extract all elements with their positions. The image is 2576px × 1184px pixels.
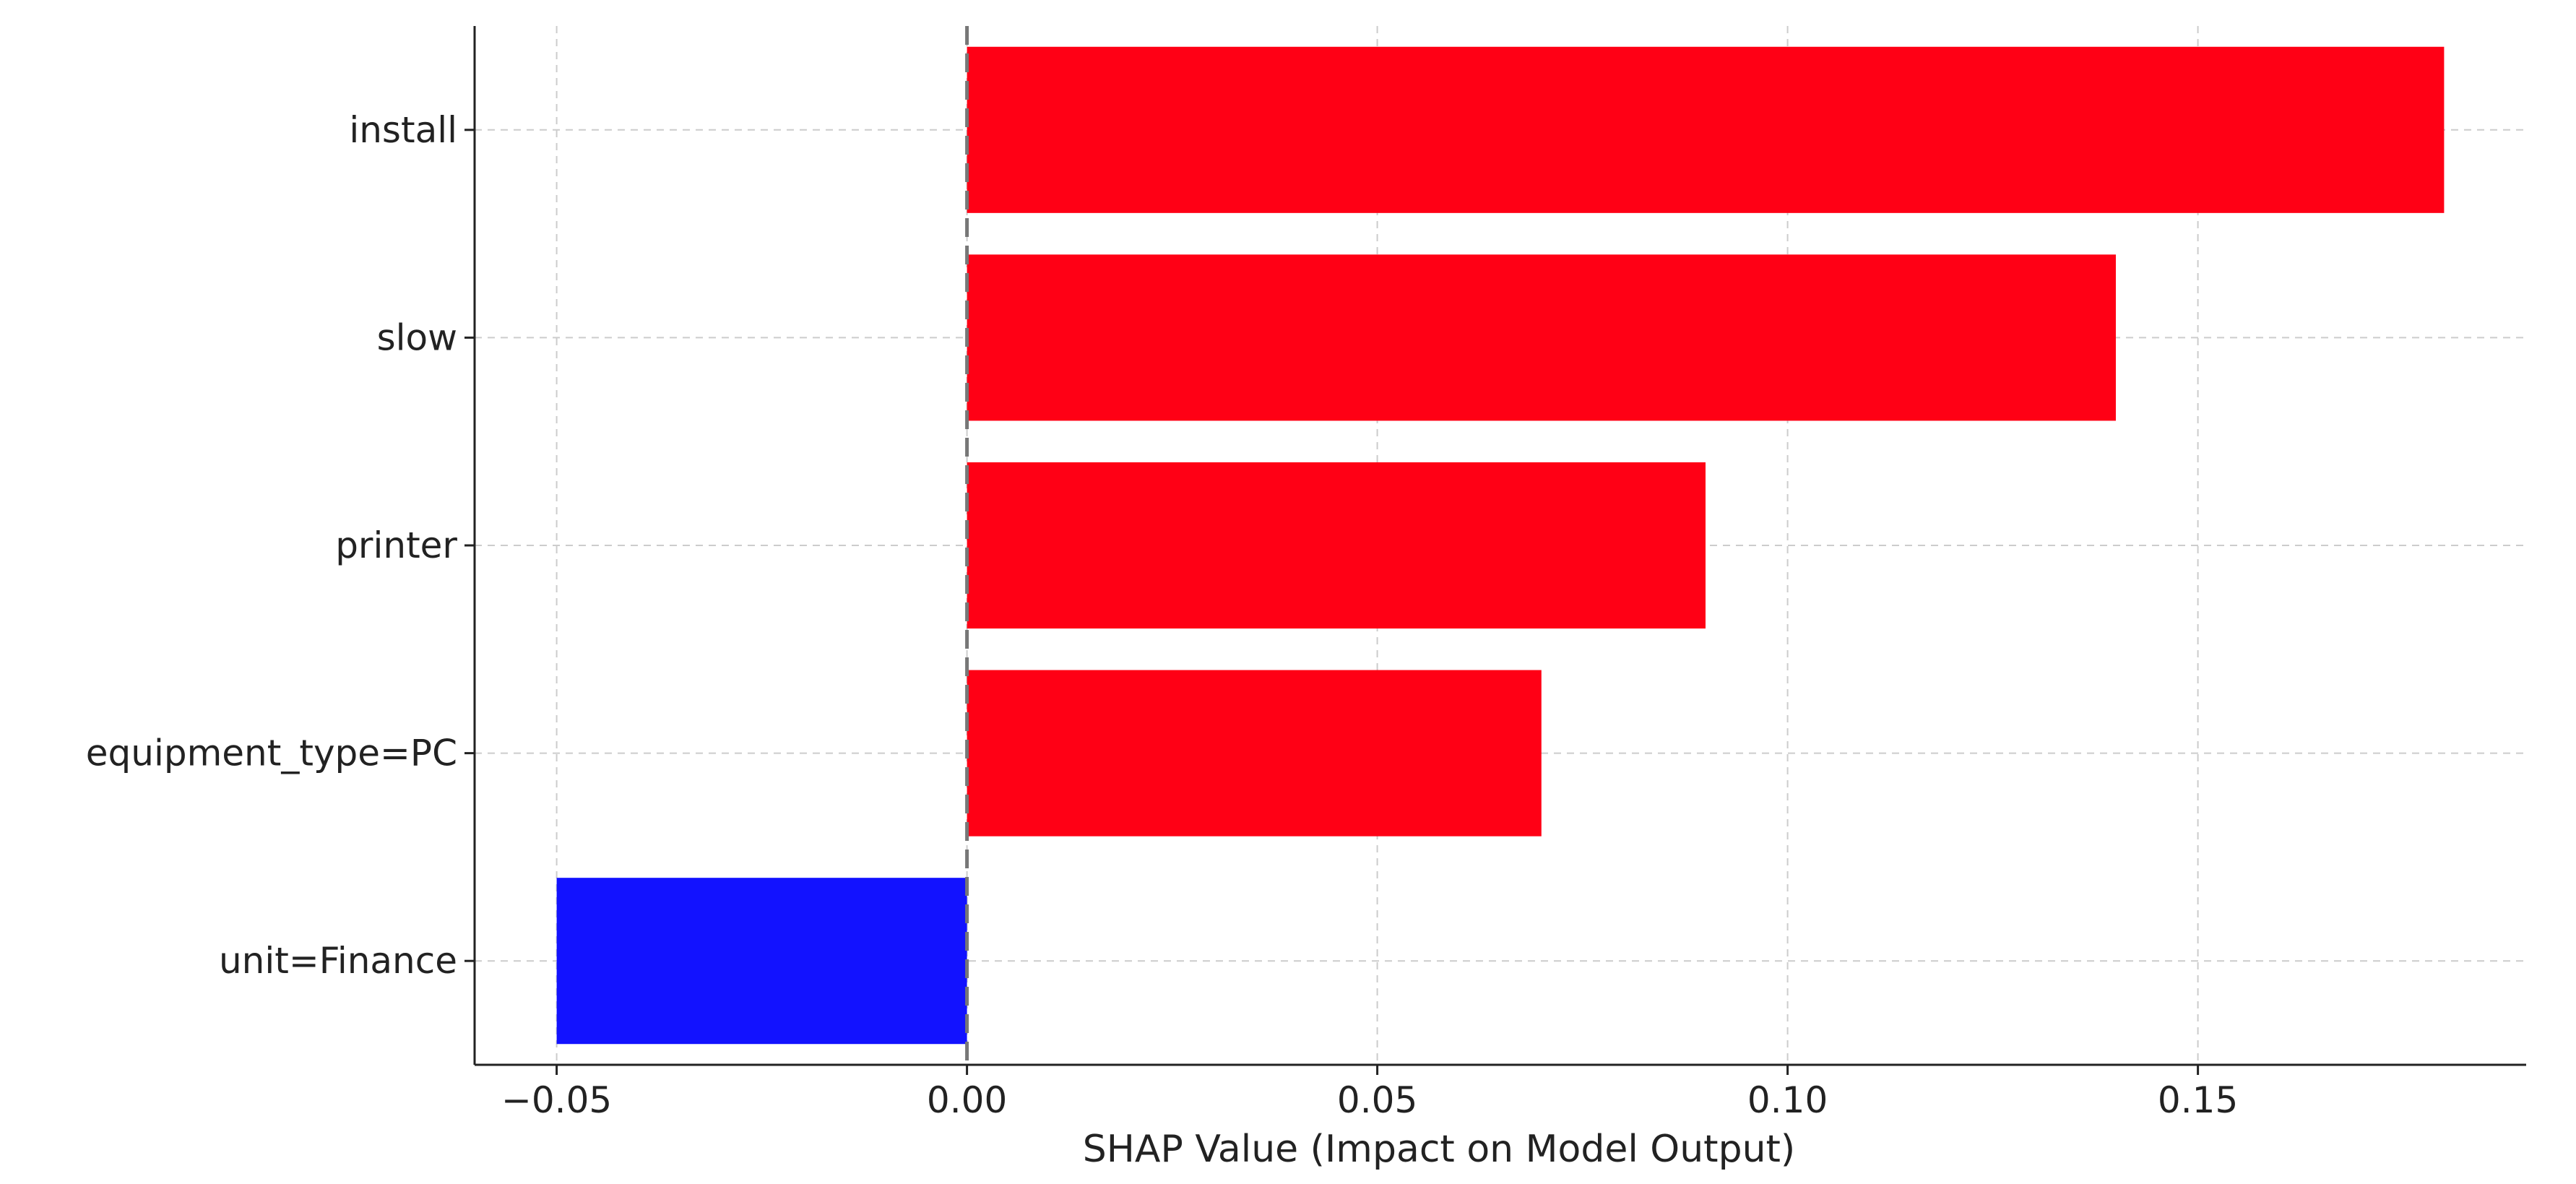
y-tick-label: install [349, 109, 457, 151]
y-tick-label: printer [335, 524, 457, 566]
x-tick-labels: −0.05 0.00 0.05 0.10 0.15 [501, 1065, 2238, 1121]
bar-slow [967, 254, 2116, 421]
y-tick-labels: install slow printer equipment_type=PC unit=… [86, 109, 475, 982]
x-tick-label: 0.05 [1337, 1079, 1417, 1121]
bar-equipment-type-pc [967, 670, 1542, 837]
x-tick-label: 0.15 [2158, 1079, 2238, 1121]
bar-printer [967, 462, 1706, 629]
x-tick-label: 0.10 [1747, 1079, 1828, 1121]
bar-install [967, 46, 2445, 213]
bar-layer [556, 46, 2445, 1045]
bar-unit-finance [556, 878, 967, 1045]
x-axis-title: SHAP Value (Impact on Model Output) [1083, 1128, 1795, 1171]
x-tick-label: 0.00 [927, 1079, 1007, 1121]
x-tick-label: −0.05 [501, 1079, 612, 1121]
y-tick-label: slow [377, 316, 457, 358]
y-tick-label: unit=Finance [219, 940, 457, 982]
y-tick-label: equipment_type=PC [86, 733, 457, 774]
